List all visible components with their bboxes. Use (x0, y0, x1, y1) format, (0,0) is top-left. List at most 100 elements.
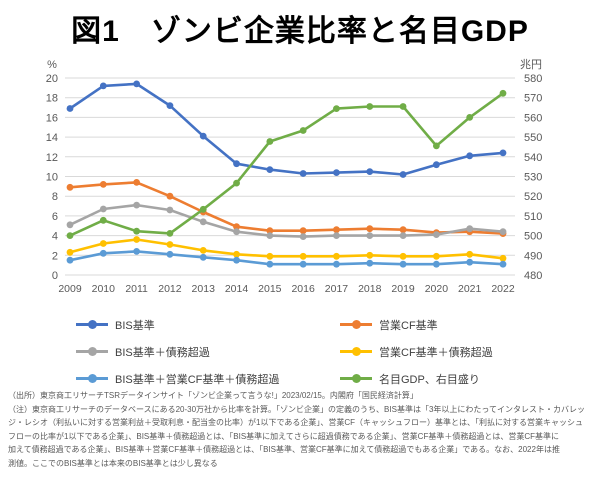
legend-dot-icon (88, 320, 97, 329)
series-point (432, 231, 440, 239)
series-point (166, 192, 174, 200)
series-point (366, 103, 374, 110)
legend-line-marker-icon (340, 374, 372, 383)
legend-dot-icon (88, 374, 97, 383)
series-point (166, 250, 174, 258)
series-point (199, 132, 207, 140)
right-axis-tick: 560 (524, 112, 542, 124)
series-point (499, 254, 507, 262)
right-axis-tick: 480 (524, 270, 542, 282)
series-point (266, 252, 274, 260)
right-axis-tick: 550 (524, 132, 542, 144)
x-axis-tick: 2021 (458, 283, 482, 295)
footnote-note: 測値。ここでのBIS基準とは本来のBIS基準とは少し異なる (8, 458, 218, 468)
series-point (299, 233, 307, 241)
series-point (499, 89, 507, 97)
series-point (466, 250, 474, 258)
series-point (399, 232, 407, 240)
series-point (432, 260, 440, 268)
series-point (199, 205, 207, 213)
series-point (432, 161, 440, 169)
series-point (432, 252, 440, 260)
left-axis-tick: 6 (52, 211, 58, 223)
series-line (68, 250, 505, 266)
chart-area: 0 480 2 490 4 500 6 510 8 520 10 530 12 540 14 550 16 560… (46, 58, 543, 295)
series-point (399, 226, 407, 234)
left-axis-tick: 18 (46, 93, 58, 105)
series-point (333, 105, 340, 112)
left-axis-tick: 12 (46, 152, 58, 164)
series-point (466, 258, 474, 266)
series-point (99, 249, 107, 257)
series-point (133, 201, 141, 209)
series-point (366, 168, 374, 176)
left-axis-tick: 4 (52, 231, 58, 243)
right-axis-tick: 510 (524, 211, 542, 223)
footnote-note: フローの比率が1以下である企業」、BIS基準＋債務超過とは、「BIS基準に加えて… (8, 431, 559, 441)
series-point (233, 250, 240, 258)
series-point (66, 232, 74, 240)
series-point (99, 240, 107, 247)
right-axis-tick: 520 (524, 191, 542, 203)
series-point (166, 241, 174, 248)
footnote-note: ジ・レシオ（利払いに対する営業利益＋受取利息・配当金の比率）が1以下である企業」… (8, 418, 584, 427)
legend-dot-icon (352, 347, 361, 356)
series-point (133, 227, 141, 235)
series-point (133, 248, 141, 255)
right-axis-tick: 490 (524, 250, 542, 262)
series-point (66, 256, 74, 264)
left-axis-tick: 14 (46, 132, 58, 144)
x-axis-tick: 2019 (391, 283, 415, 295)
left-axis-tick: 10 (46, 172, 58, 184)
series-point (432, 142, 440, 150)
series-point (366, 225, 374, 233)
right-axis-tick: 540 (524, 152, 542, 164)
right-axis-tick: 500 (524, 231, 542, 243)
series-point (366, 232, 374, 240)
series-point (299, 170, 307, 177)
left-axis-tick: 16 (46, 112, 58, 124)
series-point (233, 223, 240, 231)
series-point (333, 252, 340, 260)
series-point (466, 114, 474, 121)
series-point (266, 138, 274, 145)
legend-line-marker-icon (340, 320, 372, 329)
left-axis-tick: 0 (52, 270, 58, 282)
series-point (99, 205, 107, 213)
series-point (66, 183, 74, 191)
series-point (499, 228, 507, 236)
series-point (133, 236, 141, 243)
series-line (68, 203, 505, 238)
series-point (166, 230, 174, 237)
series-point (66, 105, 74, 112)
series-point (166, 206, 174, 214)
legend-item: 営業CF基準 (340, 311, 546, 338)
series-point (466, 152, 474, 160)
series-line (68, 82, 505, 176)
x-axis-tick: 2011 (125, 283, 148, 295)
x-axis-tick: 2017 (325, 283, 349, 295)
series-point (333, 232, 340, 240)
series-point (266, 166, 274, 174)
x-axis-tick: 2022 (491, 283, 515, 295)
legend-item: 名目GDP、右目盛り (340, 365, 546, 392)
series-point (299, 227, 307, 235)
series-point (233, 179, 240, 187)
legend-item: BIS基準＋債務超過 (76, 338, 340, 365)
right-axis-unit: 兆円 (520, 58, 542, 71)
series-point (99, 82, 107, 90)
series-line (68, 181, 505, 235)
legend-dot-icon (88, 347, 97, 356)
legend-label: 営業CF基準＋債務超過 (379, 346, 493, 359)
series-point (499, 260, 507, 268)
chart-title: 図1 ゾンビ企業比率と名目GDP (71, 15, 529, 48)
x-axis-tick: 2013 (192, 283, 216, 295)
zombie-ratio-gdp-chart: 0 480 2 490 4 500 6 510 8 520 10 530 12 540 14 550 16 560… (46, 58, 543, 295)
series-point (66, 221, 74, 229)
series-point (499, 149, 507, 157)
series-point (399, 260, 407, 268)
right-axis-tick: 570 (524, 93, 542, 105)
legend-dot-icon (352, 320, 361, 329)
footnote-source: （出所）東京商工リサーチTSRデータインサイト「ゾンビ企業って言うな!」2023… (8, 391, 418, 400)
